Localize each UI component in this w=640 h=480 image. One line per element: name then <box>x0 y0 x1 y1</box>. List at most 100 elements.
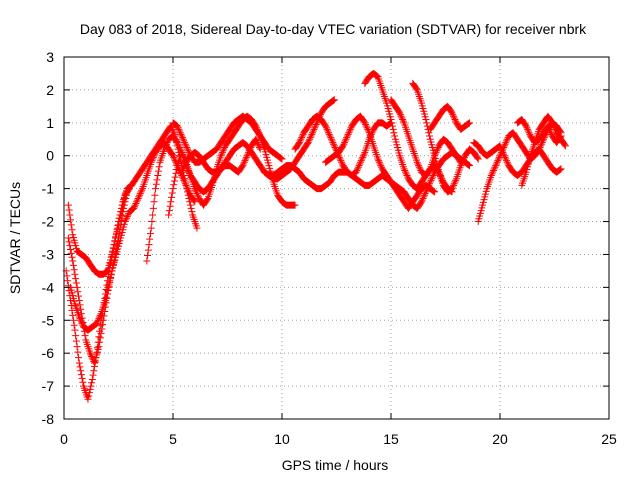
data-point <box>74 348 82 356</box>
data-point <box>306 135 314 143</box>
data-point <box>178 132 186 140</box>
data-point <box>412 85 420 93</box>
data-point <box>119 208 127 216</box>
data-point <box>358 155 366 163</box>
data-point <box>449 112 457 120</box>
data-point <box>304 139 312 147</box>
data-point <box>179 152 187 160</box>
data-point <box>154 167 162 175</box>
data-point <box>111 253 119 261</box>
data-point <box>496 152 504 160</box>
series-track-2 <box>64 139 199 367</box>
data-point <box>491 163 499 171</box>
data-point <box>136 190 144 198</box>
data-point <box>425 129 433 137</box>
data-point <box>161 144 169 151</box>
data-point <box>147 158 155 166</box>
data-point <box>537 142 545 150</box>
data-point <box>388 119 396 127</box>
data-point <box>356 160 364 168</box>
data-point <box>149 211 157 219</box>
data-point <box>64 277 72 285</box>
data-point <box>120 201 128 209</box>
data-point <box>329 97 337 105</box>
data-point <box>96 334 104 342</box>
data-point <box>64 201 72 209</box>
data-point <box>85 389 93 397</box>
data-point <box>162 142 170 150</box>
data-point <box>71 326 79 334</box>
data-point <box>186 201 194 209</box>
data-point <box>311 124 319 132</box>
data-point <box>173 139 181 147</box>
data-point <box>193 224 201 232</box>
data-point <box>183 144 191 151</box>
data-point <box>76 301 84 309</box>
data-point <box>172 169 180 177</box>
series-track-4 <box>67 188 131 334</box>
data-point <box>182 142 190 150</box>
data-point <box>474 155 482 163</box>
data-point <box>144 252 152 260</box>
data-point <box>150 198 158 206</box>
data-point <box>94 316 102 324</box>
data-point <box>346 125 354 133</box>
data-point <box>359 152 367 160</box>
data-point <box>401 167 409 175</box>
data-point <box>536 144 544 151</box>
data-point <box>133 196 141 204</box>
data-point <box>492 160 500 168</box>
data-point <box>154 171 162 179</box>
y-axis-ticks: -8 -7 -6 -5 -4 -3 -2 -1 0 1 2 3 <box>42 49 609 427</box>
data-point <box>450 114 458 122</box>
data-point <box>180 163 188 171</box>
data-point <box>68 226 76 234</box>
data-point <box>136 191 144 199</box>
data-point <box>499 145 507 153</box>
data-point <box>335 153 343 161</box>
data-point <box>503 135 511 143</box>
data-point <box>203 196 211 204</box>
data-point <box>344 130 352 138</box>
data-point <box>390 129 398 137</box>
data-point <box>176 129 184 137</box>
data-point <box>561 141 569 149</box>
data-point <box>96 338 104 346</box>
data-point <box>465 119 473 127</box>
data-point <box>182 181 190 189</box>
data-point <box>360 150 368 158</box>
data-point <box>144 246 152 254</box>
data-point <box>77 316 85 324</box>
data-point <box>192 188 200 196</box>
data-point <box>66 211 74 219</box>
data-point <box>309 127 317 135</box>
data-point <box>151 191 159 199</box>
series-track-15 <box>426 102 473 133</box>
data-point <box>150 152 158 160</box>
data-point <box>176 144 184 151</box>
data-point <box>243 152 251 160</box>
data-point <box>67 216 75 224</box>
data-point <box>305 137 313 145</box>
data-point <box>547 129 555 137</box>
data-point <box>174 140 182 148</box>
data-point <box>187 204 195 212</box>
data-point <box>388 122 396 130</box>
data-point <box>73 283 81 291</box>
data-point <box>86 385 94 393</box>
data-point <box>307 132 315 140</box>
data-point <box>449 181 457 189</box>
data-point <box>523 124 531 132</box>
data-point <box>557 165 565 173</box>
data-point <box>490 165 498 173</box>
data-point <box>177 130 185 138</box>
data-point <box>323 125 331 133</box>
data-point <box>194 191 202 199</box>
data-point <box>184 147 192 155</box>
data-point <box>180 137 188 145</box>
data-point <box>525 129 533 137</box>
data-point <box>75 354 83 362</box>
data-point <box>69 311 77 319</box>
data-point <box>429 171 437 179</box>
